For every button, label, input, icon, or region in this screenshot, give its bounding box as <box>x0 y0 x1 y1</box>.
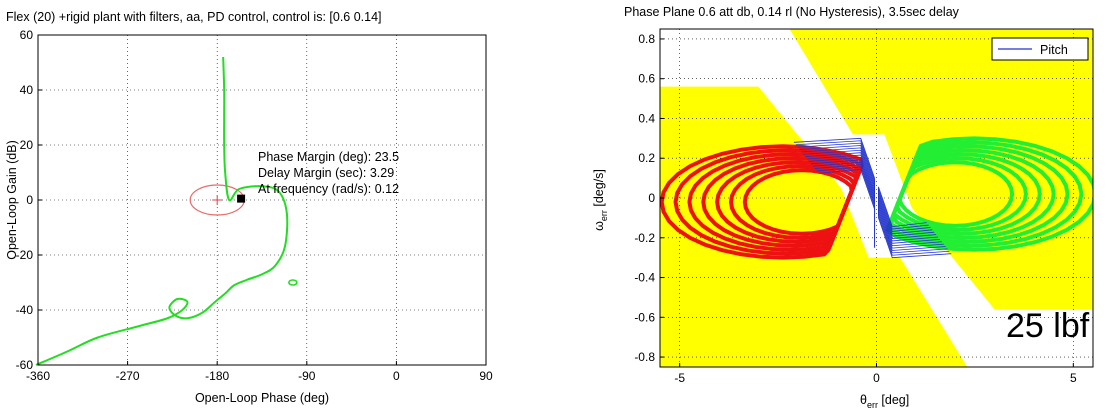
nichols-ticks: -360 -270 -180 -90 0 90 60 40 20 0 -20 -40 -60 <box>16 28 493 383</box>
blue-trajectory <box>816 166 875 208</box>
blue-trajectory <box>878 188 929 230</box>
phase-plane-ytick-label: -0.4 <box>634 271 655 285</box>
frequency-label: At frequency (rad/s): 0.12 <box>258 182 399 196</box>
nichols-ytick-label: 20 <box>20 138 34 152</box>
nichols-ytick-label: -40 <box>16 303 34 317</box>
nichols-markers <box>212 194 246 205</box>
nichols-ytick-label: -60 <box>16 358 34 372</box>
phase-plane-xtick-label: 0 <box>873 371 880 385</box>
nichols-xtick-label: -90 <box>298 369 316 383</box>
pitch-trajectory <box>793 137 952 259</box>
nichols-title: Flex (20) +rigid plant with filters, aa,… <box>6 10 382 24</box>
nichols-ylabel: Open-Loop Gain (dB) <box>5 140 19 260</box>
phase-plane-xtick-label: 5 <box>1070 371 1077 385</box>
positive-firing-region <box>885 136 1093 252</box>
thrust-annotation: 25 lbf <box>1006 307 1090 345</box>
phase-plane-ylabel: ωerr [deg/s] <box>592 169 609 231</box>
phase-plane-title: Phase Plane 0.6 att db, 0.14 rl (No Hyst… <box>624 5 960 19</box>
phase-plane-chart: Phase Plane 0.6 att db, 0.14 rl (No Hyst… <box>592 5 1094 410</box>
nichols-ytick-label: -20 <box>16 248 34 262</box>
nichols-xtick-label: 90 <box>479 369 493 383</box>
delay-margin-label: Delay Margin (sec): 3.29 <box>258 166 394 180</box>
nichols-xtick-label: -180 <box>205 369 229 383</box>
phase-margin-label: Phase Margin (deg): 23.5 <box>258 150 399 164</box>
nichols-xtick-label: -360 <box>26 369 50 383</box>
green-cycle <box>885 136 1093 252</box>
nichols-ytick-label: 0 <box>26 193 33 207</box>
red-cycle <box>728 164 857 240</box>
legend-box <box>991 37 1089 61</box>
phase-plane-ticks: -5 0 5 0.8 0.6 0.4 0.2 0 -0.2 -0.4 -0.6 -0.8 <box>634 32 1077 385</box>
negative-firing-region <box>660 144 864 260</box>
red-cycle <box>742 168 854 236</box>
nichols-chart: Flex (20) +rigid plant with filters, aa,… <box>5 10 493 405</box>
phase-plane-ytick-label: -0.8 <box>634 350 655 364</box>
legend: Pitch <box>991 37 1089 61</box>
phase-plane-ytick-label: 0.4 <box>638 111 655 125</box>
phase-plane-xtick-label: -5 <box>674 371 685 385</box>
margin-annotation: Phase Margin (deg): 23.5 Delay Margin (s… <box>258 150 399 196</box>
phase-plane-ytick-label: 0.8 <box>638 32 655 46</box>
nichols-ytick-label: 60 <box>20 28 34 42</box>
nichols-curve <box>35 56 298 366</box>
phase-plane-xlabel: θerr [deg] <box>860 393 909 410</box>
curve-small-loop <box>288 279 298 286</box>
nichols-xtick-label: 0 <box>393 369 400 383</box>
phase-plane-ytick-label: 0.2 <box>638 151 655 165</box>
phase-plane-ytick-label: 0.6 <box>638 72 655 86</box>
blue-trajectory <box>878 186 927 228</box>
open-loop-curve <box>35 56 289 366</box>
nichols-xtick-label: -270 <box>116 369 140 383</box>
nichols-xlabel: Open-Loop Phase (deg) <box>195 391 329 405</box>
phase-plane-ytick-label: -0.2 <box>634 231 655 245</box>
phase-plane-ytick-label: 0 <box>648 191 655 205</box>
legend-pitch-label: Pitch <box>1040 43 1068 57</box>
nichols-grid <box>38 35 486 365</box>
margin-point-marker <box>237 194 246 203</box>
nichols-ytick-label: 40 <box>20 83 34 97</box>
phase-plane-ytick-label: -0.6 <box>634 310 655 324</box>
